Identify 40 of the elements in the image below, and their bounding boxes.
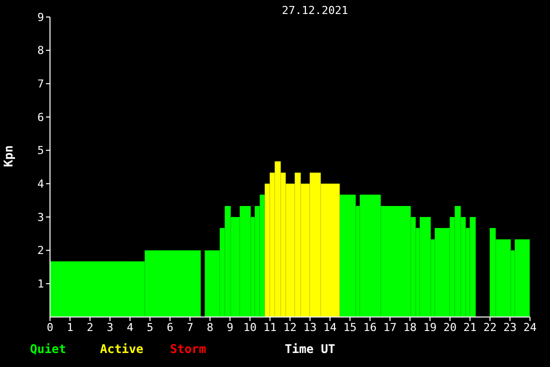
text: Active [100, 342, 144, 356]
x-tick-label: 8 [206, 320, 214, 334]
x-tick-label: 5 [146, 320, 154, 334]
x-axis-title: Time UT [284, 342, 336, 356]
x-tick-label: 0 [46, 320, 54, 334]
x-tick-label: 7 [186, 320, 194, 334]
x-tick-label: 9 [226, 320, 234, 334]
x-tick-label: 4 [126, 320, 134, 334]
x-tick-label: 10 [243, 320, 257, 334]
x-tick-label: 3 [106, 320, 114, 334]
x-tick-label: 2 [86, 320, 94, 334]
x-tick-label: 13 [303, 320, 317, 334]
y-tick-label: 5 [37, 144, 44, 158]
x-tick-label: 15 [343, 320, 357, 334]
x-tick-label: 6 [166, 320, 174, 334]
x-tick-label: 22 [483, 320, 497, 334]
x-tick-label: 17 [383, 320, 397, 334]
x-tick-label: 24 [523, 320, 537, 334]
y-tick-label: 6 [37, 110, 44, 124]
x-tick-label: 1 [66, 320, 74, 334]
y-tick-label: 7 [37, 78, 44, 91]
x-tick-label: 21 [463, 320, 477, 334]
x-tick-label: 14 [323, 320, 337, 334]
text: Quiet [30, 342, 68, 356]
x-tick-label: 12 [283, 320, 297, 334]
x-tick-label: 16 [363, 320, 377, 334]
x-tick-label: 20 [443, 320, 457, 334]
x-tick-label: 19 [423, 320, 437, 334]
x-tick-label: 18 [403, 320, 417, 334]
x-tick-label: 11 [263, 320, 277, 334]
y-tick-label: 1 [37, 278, 44, 291]
y-tick-label: 9 [37, 10, 44, 24]
y-tick-label: 3 [37, 210, 44, 224]
x-tick-label: 23 [503, 320, 517, 334]
y-axis-title: Kpn [1, 145, 16, 167]
text: Storm [170, 342, 208, 356]
chart-title: 27.12.2021 [280, 4, 350, 17]
y-tick-label: 2 [37, 244, 44, 258]
y-tick-label: 4 [37, 178, 44, 191]
y-tick-label: 8 [37, 44, 44, 58]
